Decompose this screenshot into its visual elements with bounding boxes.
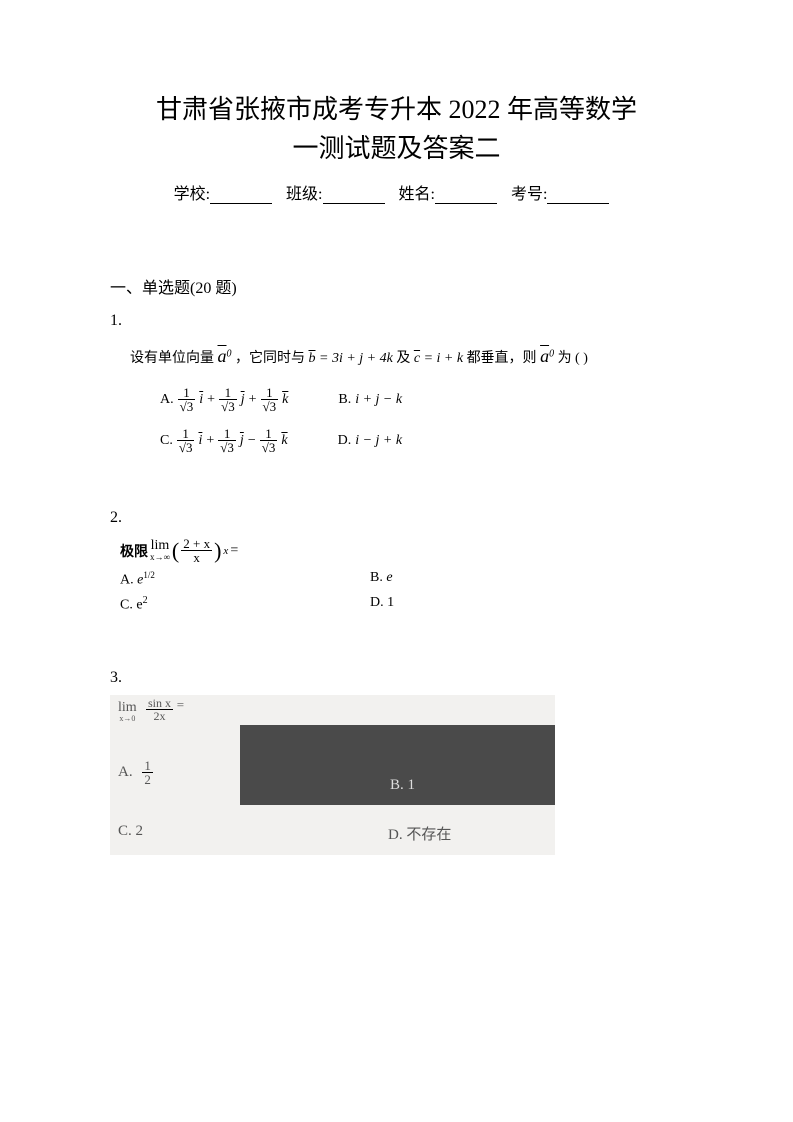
class-label: 班级: <box>286 186 322 203</box>
q1-option-d: D. i − j + k <box>338 427 403 454</box>
q2-option-c: C. e2 <box>120 595 370 614</box>
school-blank <box>210 187 272 204</box>
q1-block: 设有单位向量 a0 ，它同时与 b = 3i + j + 4k 及 c = i … <box>110 340 683 454</box>
q3-lim: lim x→0 <box>118 701 137 726</box>
name-label: 姓名: <box>399 186 435 203</box>
q3-option-d: D. 不存在 <box>388 823 451 844</box>
section-1-heading: 一、单选题(20 题) <box>110 274 683 298</box>
q1-vec-a0: a0 <box>218 351 232 366</box>
page-title: 甘肃省张掖市成考专升本 2022 年高等数学 一测试题及答案二 <box>110 90 683 168</box>
q1-c-frac2: 1√3 <box>218 427 236 454</box>
class-blank <box>323 187 385 204</box>
q3-block: 3. lim x→0 sin x 2x = A. 1 2 <box>110 669 683 855</box>
name-blank <box>435 187 497 204</box>
q1-eq-b: = 3i + j + 4k <box>319 351 393 366</box>
q1-b-label: B. <box>338 387 351 412</box>
q1-stem-prefix: 设有单位向量 <box>130 351 218 366</box>
q1-vec-a0-2: a0 <box>540 351 554 366</box>
q2-stem-prefix: 极限 <box>120 541 148 561</box>
q1-suffix1: 都垂直，则 <box>467 351 541 366</box>
school-label: 学校: <box>174 186 210 203</box>
q1-option-b: B. i + j − k <box>338 386 402 413</box>
q2-option-d: D. 1 <box>370 595 570 614</box>
student-info-line: 学校: 班级: 姓名: 考号: <box>110 180 683 204</box>
exam-page: 甘肃省张掖市成考专升本 2022 年高等数学 一测试题及答案二 学校: 班级: … <box>0 0 793 1122</box>
examno-label: 考号: <box>511 186 547 203</box>
q2-block: 2. 极限 lim x→∞ ( 2 + x x ) x = A. e1/2 B.… <box>110 509 683 613</box>
q1-c-label: C. <box>160 428 173 453</box>
q3-option-b: B. 1 <box>390 777 415 794</box>
q2-options: A. e1/2 B. e C. e2 D. 1 <box>110 570 683 613</box>
q2-lim: lim x→∞ <box>150 539 170 562</box>
q3-scanned-area: lim x→0 sin x 2x = A. 1 2 B. 1 C. 2 <box>110 695 555 855</box>
q1-vec-c: c <box>414 351 420 366</box>
q1-stem-mid1: ，它同时与 <box>235 351 309 366</box>
q1-options-row-1: A. 1√3i + 1√3j + 1√3k B. i + j − k <box>130 386 683 413</box>
q1-d-label: D. <box>338 428 352 453</box>
q2-number: 2. <box>110 509 683 527</box>
q1-a-frac1: 1√3 <box>178 386 196 413</box>
q1-vec-b: b <box>309 351 316 366</box>
q1-c-frac3: 1√3 <box>260 427 278 454</box>
title-line-2: 一测试题及答案二 <box>110 129 683 168</box>
q1-eq-c: = i + k <box>424 351 464 366</box>
q1-and: 及 <box>396 351 414 366</box>
q2-equals: = <box>230 543 238 559</box>
q3-number: 3. <box>110 669 683 687</box>
q1-a-label: A. <box>160 387 174 412</box>
q1-option-a: A. 1√3i + 1√3j + 1√3k <box>160 386 288 413</box>
q2-frac: 2 + x x <box>181 537 212 564</box>
q1-c-frac1: 1√3 <box>177 427 195 454</box>
q1-stem: 设有单位向量 a0 ，它同时与 b = 3i + j + 4k 及 c = i … <box>130 340 683 372</box>
q3-option-c: C. 2 <box>118 823 143 840</box>
examno-blank <box>547 187 609 204</box>
q1-a-frac2: 1√3 <box>219 386 237 413</box>
q3-option-a: A. 1 2 <box>118 759 153 786</box>
title-line-1: 甘肃省张掖市成考专升本 2022 年高等数学 <box>110 90 683 129</box>
q1-a-frac3: 1√3 <box>261 386 279 413</box>
q1-number: 1. <box>110 312 683 330</box>
q1-options-row-2: C. 1√3i + 1√3j − 1√3k D. i − j + k <box>130 427 683 454</box>
q2-option-b: B. e <box>370 570 570 589</box>
q2-exponent: x <box>223 545 228 557</box>
q1-suffix2: 为 ( ) <box>558 351 588 366</box>
q3-frac: sin x 2x = <box>146 697 184 722</box>
q2-stem: 极限 lim x→∞ ( 2 + x x ) x = <box>110 537 683 564</box>
q2-option-a: A. e1/2 <box>120 570 370 589</box>
q1-option-c: C. 1√3i + 1√3j − 1√3k <box>160 427 288 454</box>
